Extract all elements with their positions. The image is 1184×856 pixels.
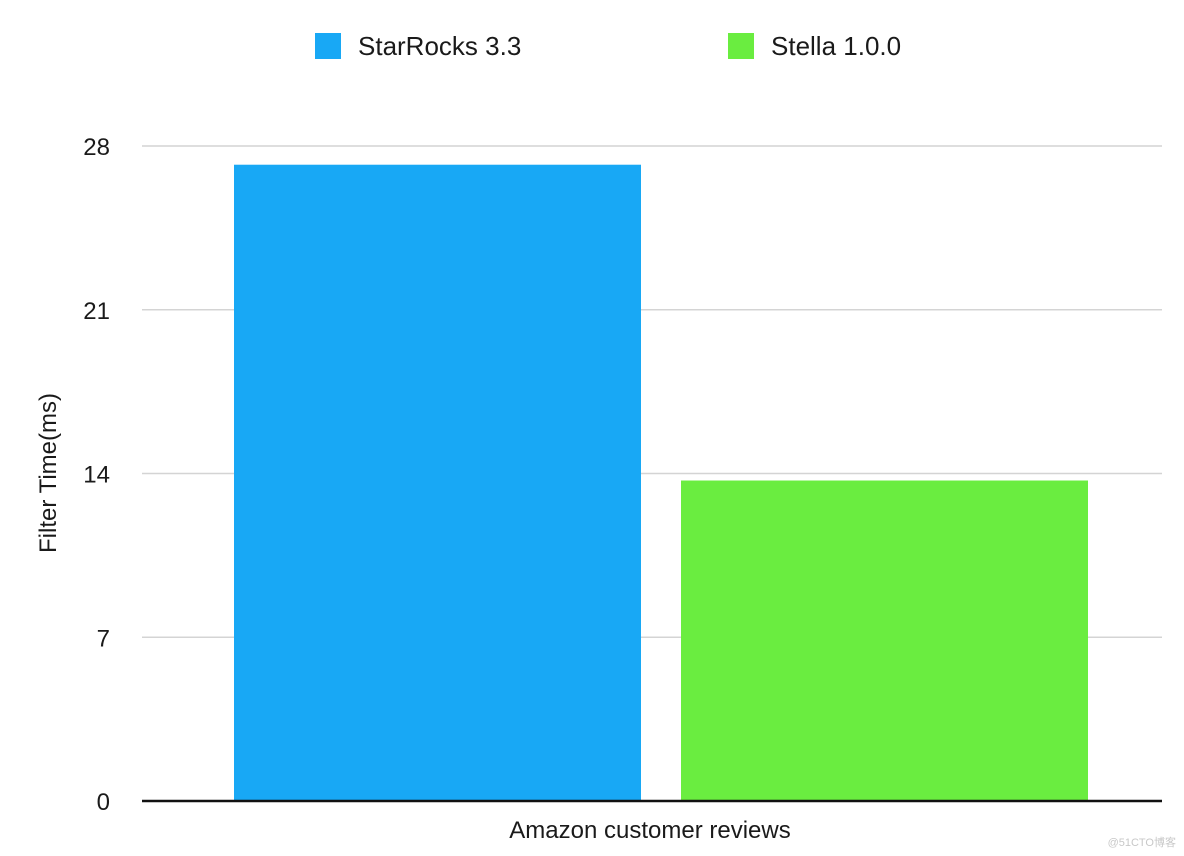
- legend-swatch: [315, 33, 341, 59]
- bars: [234, 164, 1088, 801]
- y-tick-label: 28: [83, 134, 110, 161]
- x-category-label: Amazon customer reviews: [509, 817, 790, 844]
- y-tick-label: 0: [97, 789, 110, 816]
- y-tick-label: 7: [97, 625, 110, 652]
- y-axis-title: Filter Time(ms): [35, 393, 62, 553]
- watermark: @51CTO博客: [1107, 837, 1176, 849]
- bar-starrocks-3-3: [234, 164, 641, 801]
- y-tick-label: 21: [83, 298, 110, 325]
- legend-label: Stella 1.0.0: [771, 31, 901, 61]
- y-tick-labels: 0 7 14 21 28: [83, 134, 110, 816]
- y-tick-label: 14: [83, 462, 110, 489]
- legend-label: StarRocks 3.3: [358, 31, 521, 61]
- legend: StarRocks 3.3 Stella 1.0.0: [315, 31, 901, 61]
- legend-swatch: [728, 33, 754, 59]
- bar-stella-1-0-0: [681, 480, 1088, 801]
